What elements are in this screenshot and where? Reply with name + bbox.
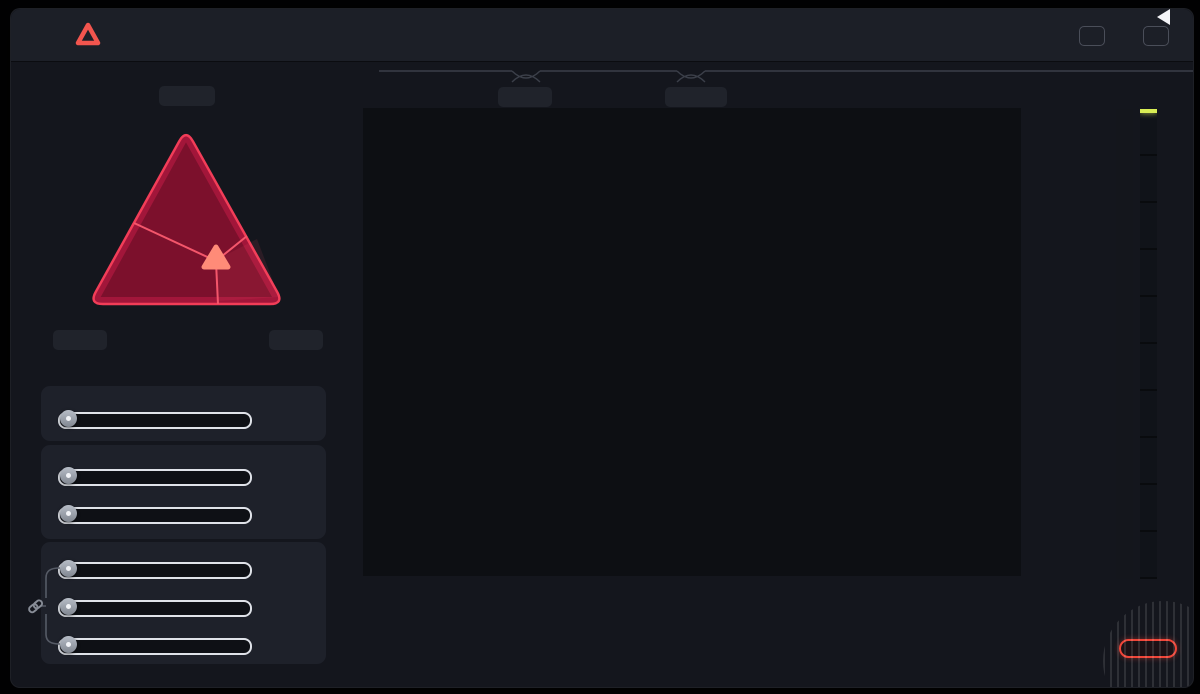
single-value-badge[interactable]	[53, 330, 107, 350]
link-chain-icon[interactable]	[28, 599, 44, 614]
high-shift-track[interactable]	[58, 636, 252, 655]
output-meter-ruler	[1116, 109, 1133, 579]
offset-thumb[interactable]	[60, 467, 77, 484]
drive-track[interactable]	[58, 410, 252, 429]
clip-button[interactable]	[1119, 639, 1177, 658]
drive-panel	[41, 386, 326, 441]
shift-panel	[41, 542, 326, 664]
crossover-high-badge[interactable]	[665, 87, 727, 107]
legend-mid-swatch[interactable]	[583, 89, 597, 103]
legend-low-swatch[interactable]	[418, 89, 432, 103]
low-shift-track[interactable]	[58, 560, 252, 579]
match-button[interactable]	[1079, 26, 1105, 46]
logo-triangle-icon	[75, 22, 101, 46]
high-shift-thumb[interactable]	[60, 636, 77, 653]
multi-value-badge[interactable]	[269, 330, 323, 350]
blend-triangle-inner	[100, 142, 272, 297]
mid-shift-track[interactable]	[58, 598, 252, 617]
mid-shift-thumb[interactable]	[60, 598, 77, 615]
knee-track[interactable]	[58, 505, 252, 524]
dry-value-badge[interactable]	[159, 86, 215, 106]
legend-high-swatch[interactable]	[743, 89, 757, 103]
shift-link-bracket	[28, 567, 61, 645]
top-bar	[11, 9, 1193, 62]
blend-triangle-pad[interactable]	[71, 121, 303, 313]
legend-single-swatch[interactable]	[902, 89, 916, 103]
blend-marker[interactable]	[201, 244, 231, 270]
kraftur-logo	[75, 22, 111, 46]
output-main-meter	[1140, 109, 1157, 579]
transfer-curve-graph	[363, 108, 1021, 576]
offset-knee-panel	[41, 445, 326, 539]
blend-triangle-outline	[92, 133, 281, 306]
drive-thumb[interactable]	[60, 410, 77, 427]
crossover-low-badge[interactable]	[498, 87, 552, 107]
crossover-bracket	[379, 70, 1193, 83]
low-shift-thumb[interactable]	[60, 560, 77, 577]
bypass-button[interactable]	[1143, 26, 1169, 46]
knee-thumb[interactable]	[60, 505, 77, 522]
blend-region-highlight	[216, 239, 279, 301]
kraftur-plugin-window	[10, 8, 1194, 688]
watermark-pattern	[1103, 601, 1193, 687]
ceiling-pointer-handle[interactable]	[1157, 9, 1170, 25]
offset-track[interactable]	[58, 467, 252, 486]
